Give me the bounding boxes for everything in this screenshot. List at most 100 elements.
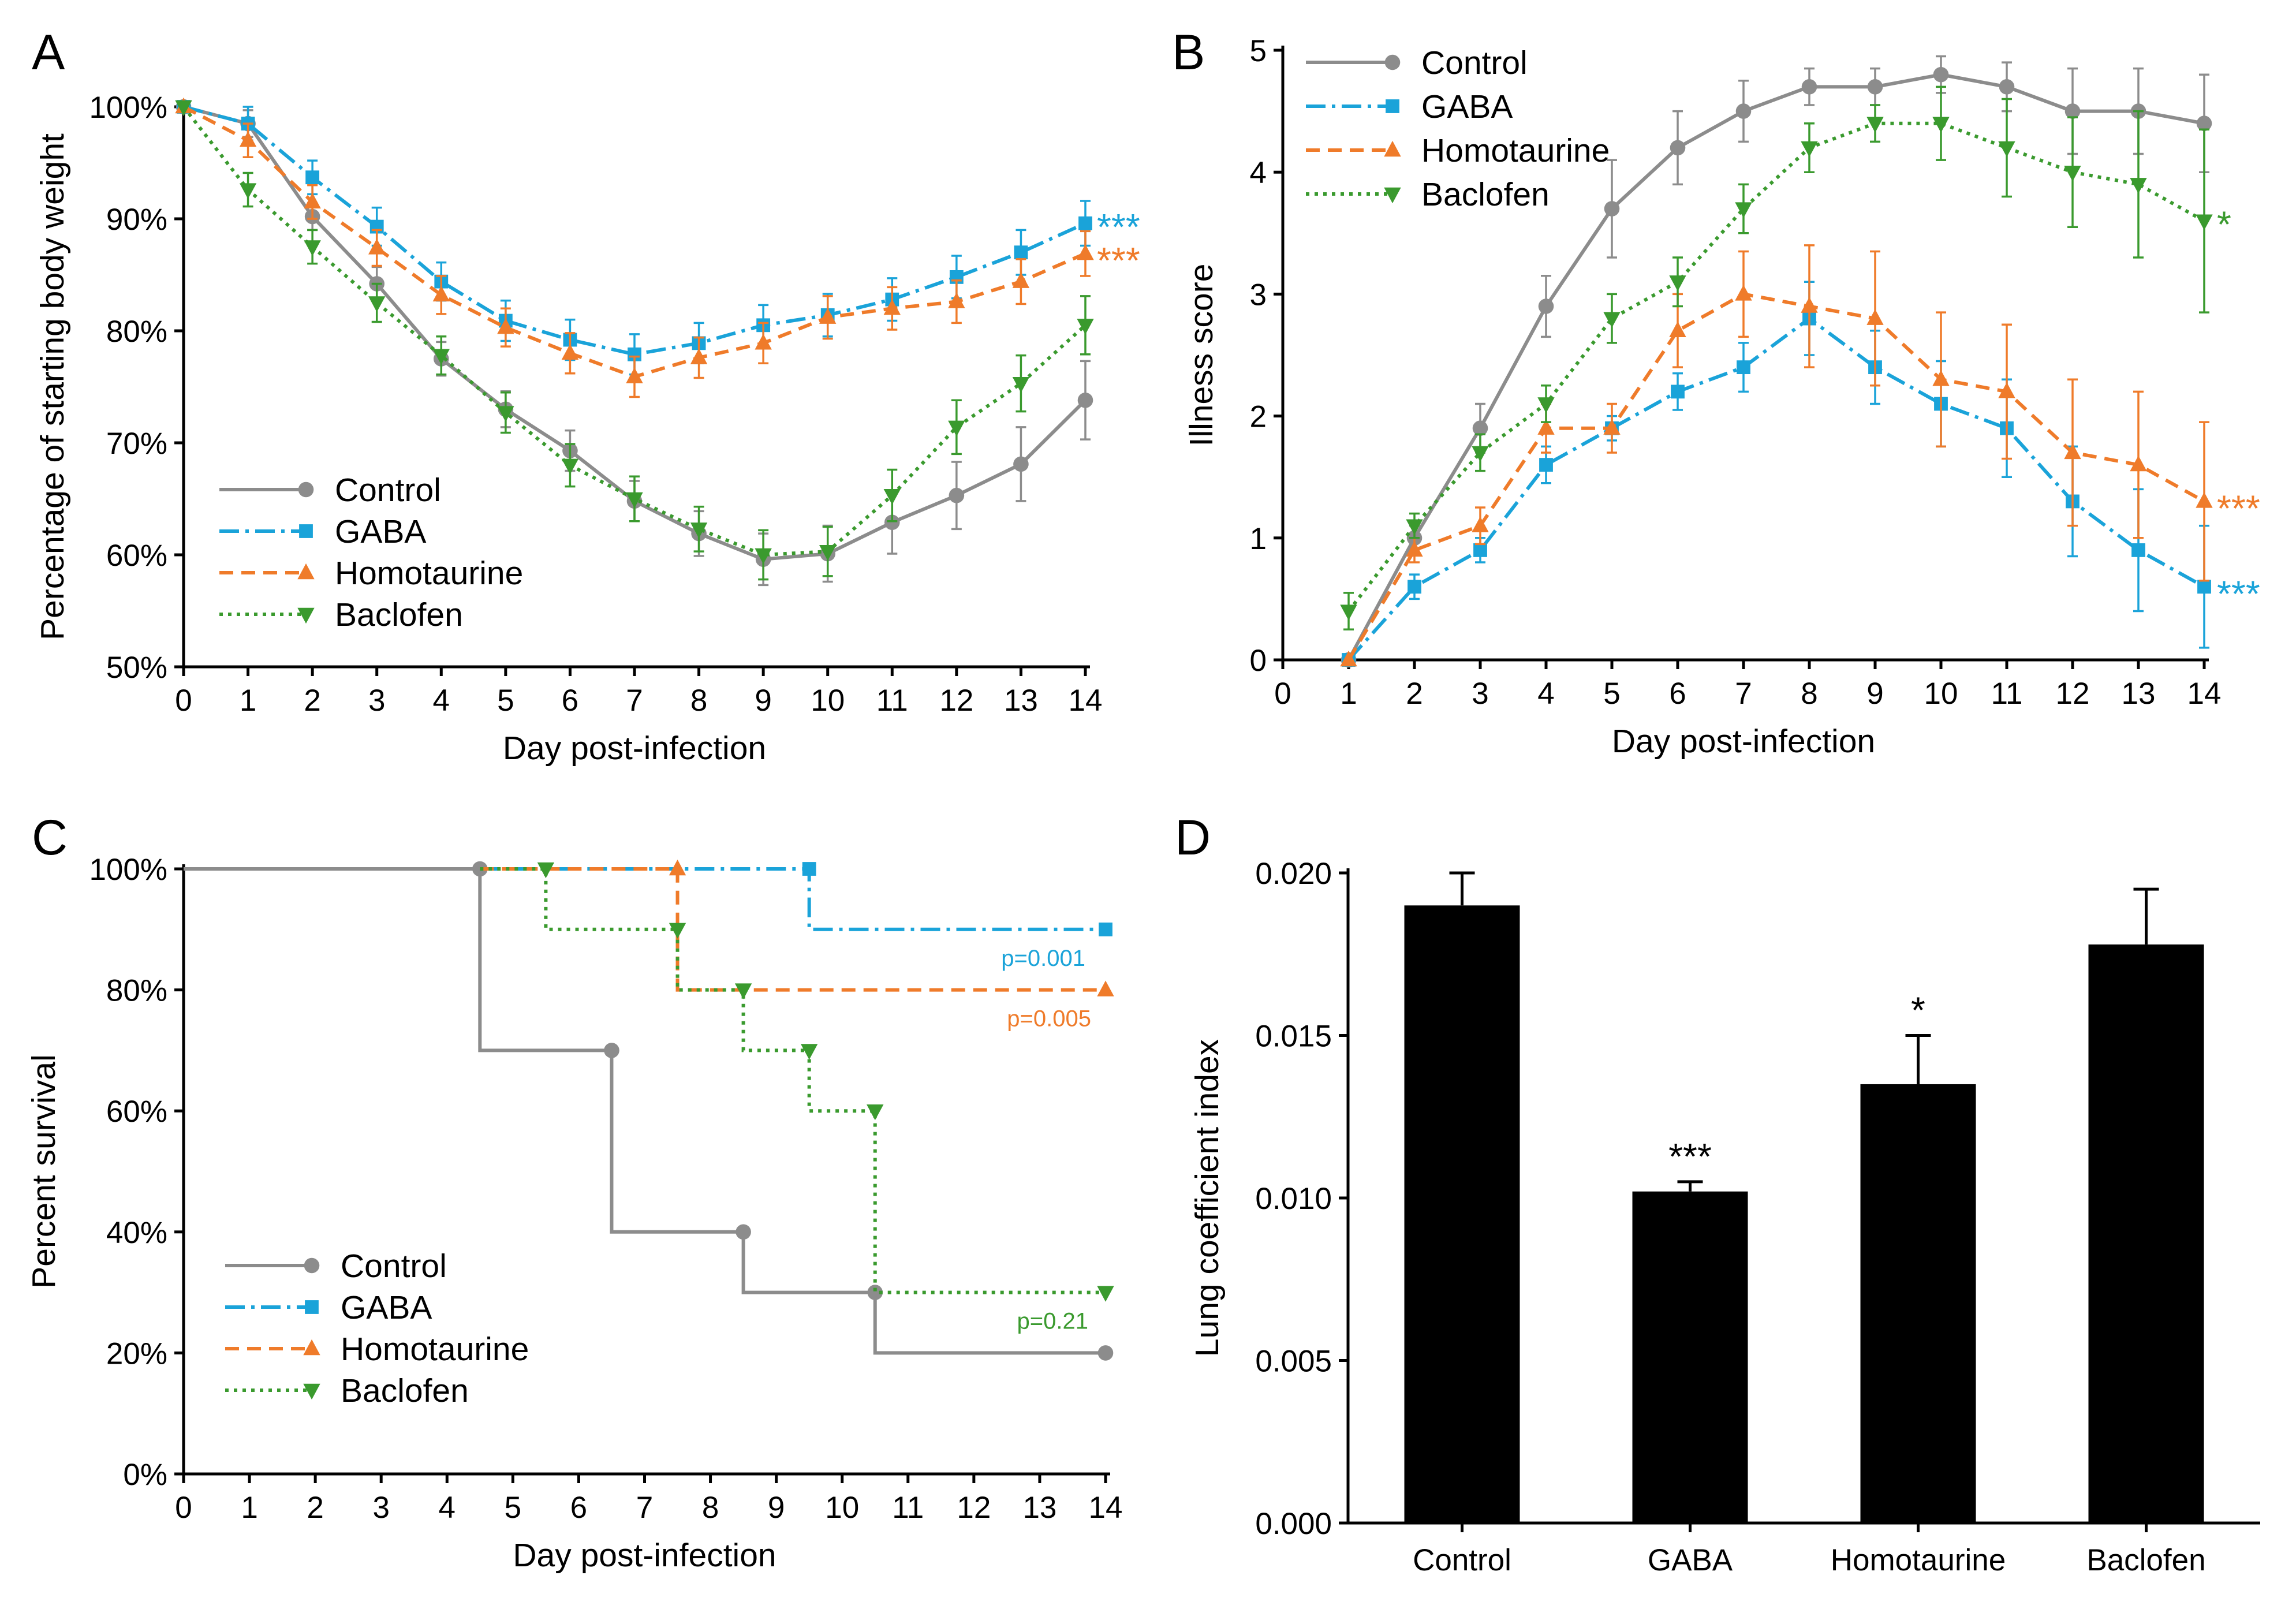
x-tick-label: 0: [175, 1491, 192, 1525]
legend-marker-control: [1384, 54, 1401, 70]
data-point: [626, 492, 643, 509]
series-homotaurine: [1340, 244, 2213, 667]
x-tick-label: 9: [768, 1491, 785, 1525]
data-point: [1603, 312, 1621, 328]
data-point: [884, 514, 900, 531]
data-point: [2064, 166, 2081, 182]
data-point: [819, 308, 837, 324]
data-point: [867, 1285, 883, 1300]
y-tick-label: 5: [1250, 34, 1267, 68]
data-point: [802, 862, 816, 876]
x-tick-label: 8: [702, 1491, 719, 1525]
x-tick-label: Baclofen: [2086, 1543, 2205, 1577]
x-tick-label: 11: [876, 684, 908, 718]
y-tick-label: 50%: [106, 651, 167, 685]
significance-homotaurine: ***: [2217, 487, 2260, 529]
x-tick-label: Control: [1413, 1543, 1511, 1577]
data-point: [755, 548, 772, 565]
data-point: [175, 100, 192, 117]
data-point: [949, 487, 965, 503]
error-bars: [1409, 244, 2209, 582]
data-point: [1538, 298, 1554, 314]
x-tick-label: 7: [626, 684, 643, 718]
data-point: [1097, 1345, 1114, 1361]
series-line: [1347, 316, 2205, 662]
data-point: [800, 1044, 818, 1060]
data-point: [239, 131, 257, 147]
series-line: [480, 867, 1106, 931]
data-point: [1077, 392, 1093, 408]
x-tick-label: 0: [175, 684, 192, 718]
y-tick-label: 80%: [106, 974, 167, 1008]
series-homotaurine: [480, 859, 1114, 996]
y-tick-label: 2: [1250, 400, 1267, 434]
data-point: [883, 299, 901, 315]
series-gaba: [480, 862, 1112, 936]
data-point: [1669, 321, 1686, 337]
data-point: [1012, 272, 1030, 288]
data-point: [1735, 103, 1752, 119]
bar-gaba: [1632, 1191, 1748, 1523]
y-tick-label: 0.000: [1255, 1507, 1332, 1541]
data-point: [1472, 516, 1489, 532]
data-point: [304, 192, 321, 209]
data-point: [1537, 419, 1555, 435]
series-line: [480, 867, 1106, 992]
x-tick-label: 6: [1669, 677, 1686, 711]
data-point: [1340, 650, 1357, 667]
legend-label-control: Control: [335, 472, 441, 509]
data-point: [867, 1104, 884, 1121]
x-tick-label: 9: [755, 684, 771, 718]
panel-a: 50%60%70%80%90%100%0 1 2 3 4 5 6 7 8 9 10 11 12 13 14D…: [32, 25, 1140, 767]
x-tick-label: 12: [939, 684, 973, 718]
data-point: [2064, 443, 2081, 460]
data-point: [2196, 214, 2213, 230]
bar-control: [1404, 905, 1520, 1523]
data-point: [368, 296, 386, 312]
data-point: [304, 240, 321, 256]
y-tick-label: 20%: [106, 1337, 167, 1371]
data-point: [1406, 519, 1423, 535]
series-gaba: [177, 100, 1092, 376]
data-point: [497, 318, 514, 334]
data-point: [669, 923, 686, 939]
legend: Control GABA Homotaurine Baclofen: [219, 472, 523, 633]
y-tick-label: 0.020: [1255, 857, 1332, 891]
y-tick-label: 0: [1250, 644, 1267, 678]
x-tick-label: 10: [1924, 677, 1958, 711]
x-tick-label: 13: [1004, 684, 1038, 718]
data-point: [2064, 103, 2081, 119]
x-tick-label: 7: [1735, 677, 1752, 711]
x-tick-label: 5: [505, 1491, 521, 1525]
y-axis-title: Illness score: [1183, 264, 1220, 447]
series-baclofen: [175, 100, 1094, 581]
x-tick-label: 5: [1603, 677, 1620, 711]
error-bars: [242, 122, 1091, 398]
data-point: [1077, 244, 1094, 260]
x-tick-label: 4: [439, 1491, 456, 1525]
y-axis-title: Percentage of starting body weight: [34, 133, 71, 640]
data-point: [948, 292, 965, 308]
data-point: [1603, 419, 1621, 435]
significance-homotaurine: *: [1911, 990, 1925, 1031]
data-point: [1998, 382, 2015, 398]
y-tick-label: 90%: [106, 203, 167, 237]
x-tick-label: 14: [2187, 677, 2222, 711]
data-point: [1932, 370, 1950, 386]
significance-homotaurine: ***: [1097, 240, 1140, 281]
x-tick-label: 5: [497, 684, 514, 718]
data-point: [1867, 79, 1883, 95]
legend-label-homotaurine: Homotaurine: [341, 1331, 529, 1368]
x-axis-title: Day post-infection: [503, 730, 766, 767]
series-gaba: [1342, 281, 2211, 667]
x-tick-label: 0: [1274, 677, 1291, 711]
data-point: [1670, 140, 1686, 156]
series-baclofen: [480, 862, 1114, 1302]
p-value-baclofen: p=0.21: [1017, 1309, 1088, 1334]
legend-label-control: Control: [1421, 44, 1528, 81]
legend-marker-homotaurine: [297, 563, 315, 580]
y-tick-label: 4: [1250, 156, 1267, 190]
x-tick-label: 1: [1340, 677, 1357, 711]
